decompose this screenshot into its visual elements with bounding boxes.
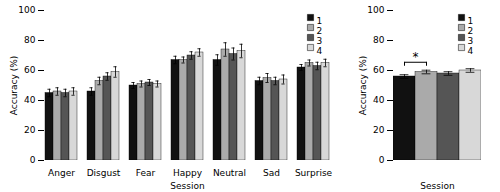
svg-text:Session: Session — [420, 181, 454, 191]
svg-text:Happy: Happy — [173, 168, 203, 178]
svg-text:Anger: Anger — [48, 168, 75, 178]
svg-text:Session: Session — [170, 181, 204, 191]
svg-text:40: 40 — [373, 95, 385, 105]
svg-text:4: 4 — [468, 46, 474, 56]
svg-text:Sad: Sad — [263, 168, 280, 178]
svg-text:60: 60 — [24, 65, 36, 75]
svg-text:80: 80 — [24, 35, 36, 45]
svg-text:Neutral: Neutral — [213, 168, 246, 178]
svg-text:20: 20 — [373, 125, 385, 135]
svg-text:2: 2 — [317, 26, 323, 36]
svg-text:Surprise: Surprise — [295, 168, 333, 178]
svg-text:100: 100 — [367, 5, 384, 15]
svg-text:Accuracy (%): Accuracy (%) — [358, 56, 368, 116]
svg-text:*: * — [413, 50, 419, 64]
svg-text:2: 2 — [468, 26, 474, 36]
svg-text:80: 80 — [373, 35, 385, 45]
svg-text:Accuracy (%): Accuracy (%) — [9, 56, 19, 116]
svg-text:1: 1 — [468, 16, 474, 26]
svg-text:3: 3 — [317, 36, 323, 46]
svg-text:Disgust: Disgust — [87, 168, 121, 178]
svg-text:Fear: Fear — [136, 168, 156, 178]
svg-text:3: 3 — [468, 36, 474, 46]
svg-text:4: 4 — [317, 46, 323, 56]
svg-text:100: 100 — [18, 5, 35, 15]
svg-text:1: 1 — [317, 16, 323, 26]
svg-text:40: 40 — [24, 95, 36, 105]
svg-text:60: 60 — [373, 65, 385, 75]
svg-text:0: 0 — [379, 155, 385, 165]
svg-text:20: 20 — [24, 125, 36, 135]
svg-text:0: 0 — [30, 155, 36, 165]
